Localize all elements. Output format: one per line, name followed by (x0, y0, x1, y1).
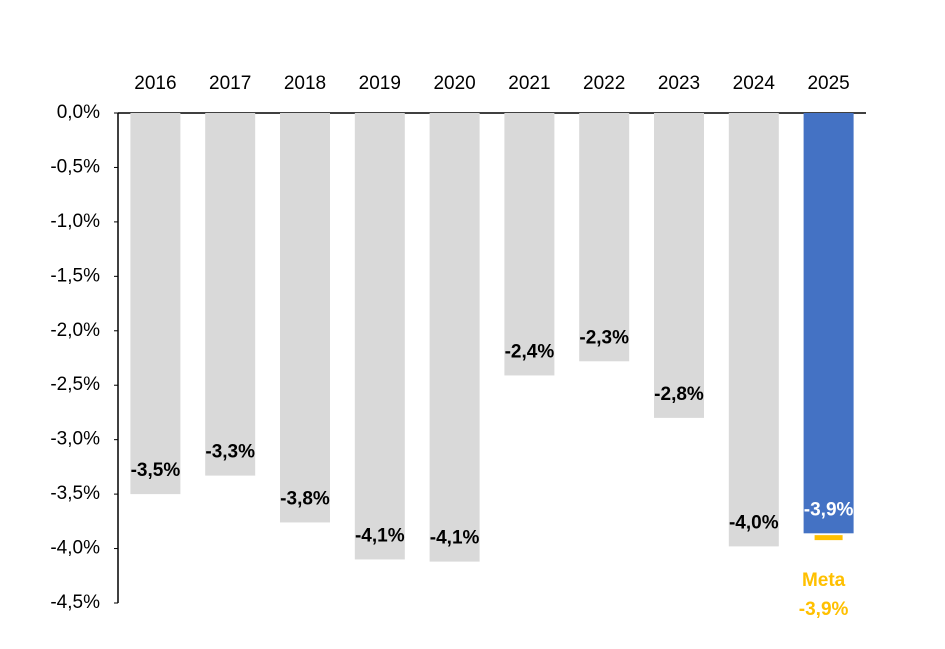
bar (429, 113, 480, 562)
x-tick-label: 2016 (134, 73, 176, 94)
target-label: Meta (802, 570, 846, 591)
y-tick-label: -0,5% (50, 156, 100, 177)
x-tick-label: 2019 (359, 73, 401, 94)
value-label: -3,3% (205, 442, 255, 463)
y-tick-label: -4,5% (50, 592, 100, 613)
x-tick-label: 2018 (284, 73, 326, 94)
x-tick-label: 2020 (433, 73, 475, 94)
value-label: -2,8% (654, 384, 704, 405)
target-value-label: -3,9% (799, 599, 849, 620)
bar (654, 113, 704, 418)
y-tick-label: -1,5% (50, 265, 100, 286)
bar (579, 113, 630, 362)
value-label: -4,1% (355, 525, 405, 546)
y-tick-label: -2,5% (50, 374, 100, 395)
x-tick-label: 2023 (658, 73, 700, 94)
y-tick-label: -4,0% (50, 538, 100, 559)
y-tick-label: -3,5% (50, 483, 100, 504)
bar (354, 113, 405, 560)
y-tick-label: 0,0% (57, 102, 100, 123)
value-label: -2,3% (579, 327, 629, 348)
value-label: -3,9% (804, 499, 854, 520)
value-label: -3,8% (280, 488, 330, 509)
bar (504, 113, 555, 376)
value-label: -3,5% (131, 460, 181, 481)
x-tick-label: 2025 (807, 73, 849, 94)
x-tick-label: 2021 (508, 73, 550, 94)
bar (205, 113, 256, 476)
value-label: -4,1% (430, 528, 480, 549)
bar (728, 113, 779, 547)
value-label: -2,4% (505, 341, 555, 362)
value-label: -4,0% (729, 512, 779, 533)
bar (130, 113, 181, 495)
bar (280, 113, 330, 523)
y-tick-label: -3,0% (50, 429, 100, 450)
y-tick-label: -1,0% (50, 211, 100, 232)
x-tick-label: 2017 (209, 73, 251, 94)
bar (803, 113, 854, 534)
y-tick-label: -2,0% (50, 320, 100, 341)
x-tick-label: 2022 (583, 73, 625, 94)
x-tick-label: 2024 (733, 73, 776, 94)
